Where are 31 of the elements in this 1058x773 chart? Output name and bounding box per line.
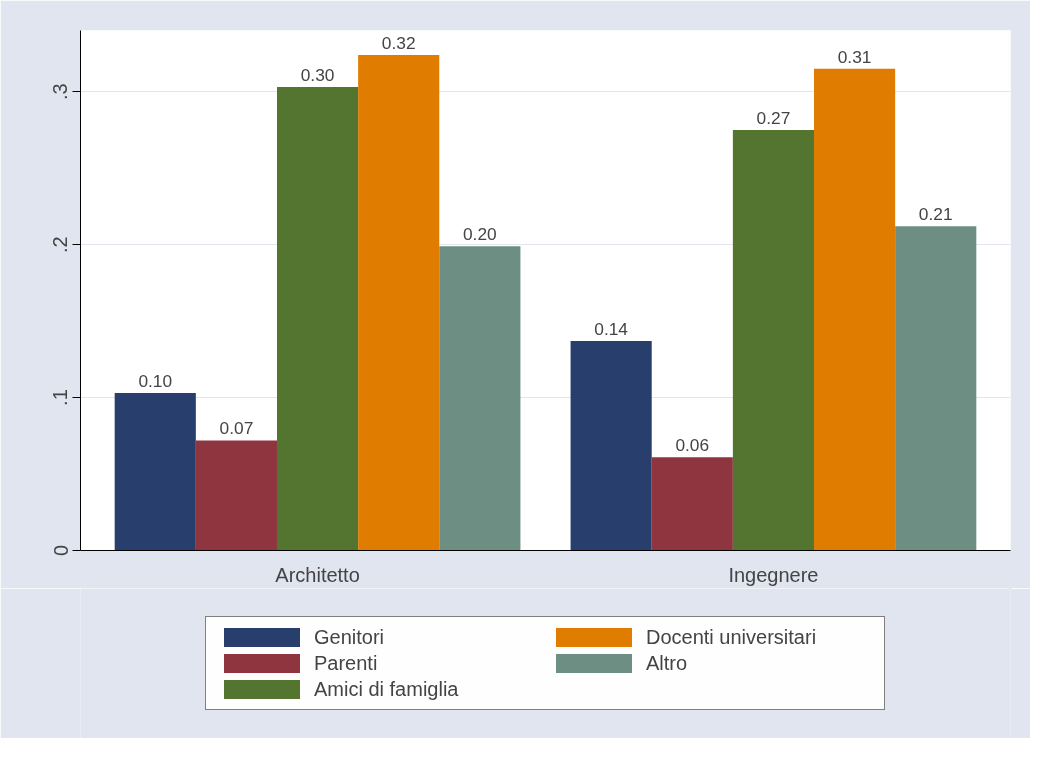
data-label: 0.32 — [381, 32, 416, 53]
x-tick-label: Architetto — [275, 563, 360, 586]
bar — [114, 392, 196, 551]
data-label: 0.06 — [675, 435, 710, 456]
legend-label: Parenti — [314, 651, 379, 675]
data-label: 0.30 — [300, 65, 335, 86]
y-tick-label: .2 — [49, 236, 72, 253]
data-label: 0.27 — [756, 107, 791, 128]
bar — [895, 226, 977, 551]
bar — [814, 68, 896, 551]
bar — [651, 457, 733, 551]
legend-label: Amici di famiglia — [314, 677, 460, 701]
legend-label: Docenti universitari — [646, 625, 818, 649]
bar — [276, 87, 359, 551]
bar — [358, 54, 440, 551]
data-label: 0.21 — [918, 204, 953, 225]
y-tick-label: .3 — [49, 83, 72, 101]
y-tick-label: 0 — [49, 544, 72, 557]
data-label: 0.10 — [138, 370, 173, 391]
y-tick-label: .1 — [49, 389, 72, 406]
bar — [732, 129, 815, 551]
legend-label: Genitori — [314, 625, 386, 649]
legend-label: Altro — [646, 651, 689, 675]
data-label: 0.14 — [594, 318, 629, 339]
data-label: 0.31 — [837, 46, 872, 67]
x-tick-label: Ingegnere — [728, 563, 819, 586]
bar — [195, 440, 277, 551]
data-label: 0.20 — [462, 224, 497, 245]
data-label: 0.07 — [219, 418, 254, 439]
bar — [570, 340, 652, 551]
bar — [439, 246, 521, 551]
